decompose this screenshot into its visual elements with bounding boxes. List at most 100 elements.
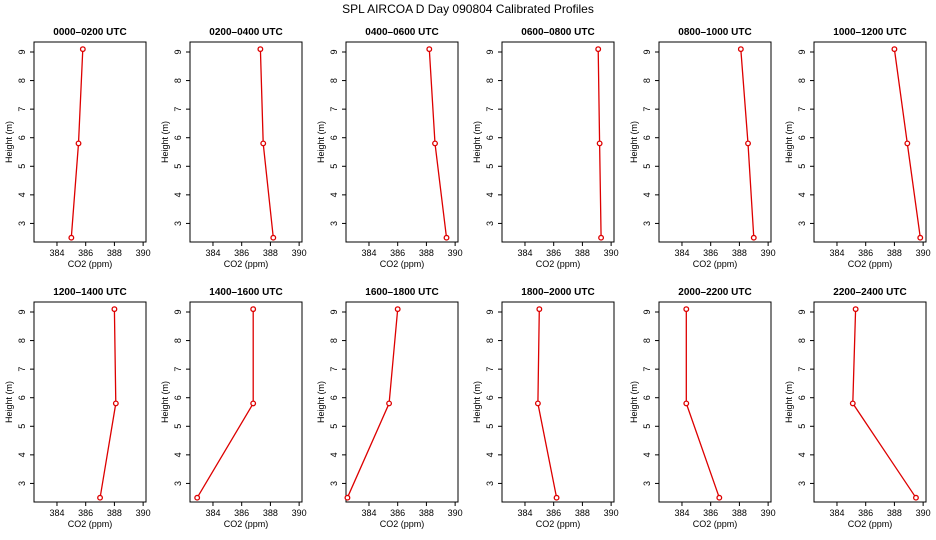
panel-title: 1400–1600 UTC [209, 287, 282, 298]
y-tick-label: 9 [17, 309, 27, 314]
x-tick-label: 384 [829, 248, 844, 258]
x-tick-label: 388 [419, 508, 434, 518]
data-point [426, 46, 433, 53]
y-tick-label: 7 [642, 367, 652, 372]
data-point [432, 140, 438, 147]
y-tick-label: 4 [173, 452, 183, 457]
x-axis-label: CO2 (ppm) [693, 259, 738, 269]
y-tick-label: 3 [642, 221, 652, 226]
data-point [912, 494, 919, 501]
x-tick-label: 386 [546, 508, 561, 518]
y-tick-label: 4 [329, 452, 339, 457]
y-tick-label: 5 [485, 424, 495, 429]
y-tick-label: 8 [173, 338, 183, 343]
y-axis-label: Height (m) [4, 121, 14, 163]
data-point [257, 46, 264, 53]
x-axis-label: CO2 (ppm) [68, 259, 113, 269]
y-tick-label: 8 [642, 338, 652, 343]
x-tick-label: 384 [517, 508, 532, 518]
y-tick-label: 3 [17, 221, 27, 226]
data-point [97, 494, 104, 501]
data-point [386, 400, 393, 407]
panel-8: 1400–1600 UTC 384 386 388 390 3 4 5 6 7 8 9 CO2 (ppm… [160, 287, 307, 529]
figure-title: SPL AIRCOA D Day 090804 Calibrated Profi… [342, 2, 594, 16]
y-tick-label: 6 [642, 135, 652, 140]
y-tick-label: 8 [485, 338, 495, 343]
x-tick-label: 386 [390, 248, 405, 258]
x-tick-label: 390 [448, 508, 463, 518]
y-tick-label: 5 [329, 164, 339, 169]
y-tick-label: 5 [485, 164, 495, 169]
x-axis-label: CO2 (ppm) [536, 519, 581, 529]
data-point [598, 234, 605, 241]
y-tick-label: 3 [329, 221, 339, 226]
y-tick-label: 5 [17, 424, 27, 429]
x-tick-label: 390 [136, 508, 151, 518]
y-axis-label: Height (m) [160, 381, 170, 423]
y-tick-label: 4 [485, 192, 495, 197]
x-tick-label: 388 [575, 508, 590, 518]
x-tick-label: 388 [887, 248, 902, 258]
panel-1: 0000–0200 UTC 384 386 388 390 3 4 5 6 7 8 9 CO2 (ppm… [4, 27, 151, 269]
y-tick-label: 8 [485, 78, 495, 83]
x-axis-label: CO2 (ppm) [224, 259, 269, 269]
y-tick-label: 7 [329, 367, 339, 372]
y-tick-label: 7 [485, 367, 495, 372]
x-tick-label: 384 [674, 508, 689, 518]
y-tick-label: 8 [173, 78, 183, 83]
x-tick-label: 388 [419, 248, 434, 258]
plot-frame [813, 301, 927, 503]
y-tick-label: 7 [642, 107, 652, 112]
y-tick-label: 4 [642, 192, 652, 197]
plot-frame [813, 41, 927, 243]
plot-frame [345, 41, 459, 243]
panel-title: 2200–2400 UTC [833, 287, 906, 298]
plot-frame [501, 41, 615, 243]
x-tick-label: 388 [263, 248, 278, 258]
x-tick-label: 390 [604, 248, 619, 258]
x-tick-label: 386 [703, 248, 718, 258]
y-tick-label: 3 [173, 481, 183, 486]
y-tick-label: 5 [173, 164, 183, 169]
x-tick-label: 388 [575, 248, 590, 258]
x-axis-label: CO2 (ppm) [380, 259, 425, 269]
y-axis-label: Height (m) [784, 121, 794, 163]
y-tick-label: 4 [485, 452, 495, 457]
x-tick-label: 388 [263, 508, 278, 518]
profile-line [685, 309, 720, 498]
panel-3: 0400–0600 UTC 384 386 388 390 3 4 5 6 7 8 9 CO2 (ppm… [316, 27, 463, 269]
y-tick-label: 5 [797, 164, 807, 169]
y-tick-label: 8 [329, 338, 339, 343]
y-tick-label: 6 [17, 395, 27, 400]
panel-title: 1800–2000 UTC [521, 287, 594, 298]
y-tick-label: 6 [797, 395, 807, 400]
data-point [683, 306, 690, 313]
y-tick-label: 4 [642, 452, 652, 457]
y-tick-label: 6 [485, 135, 495, 140]
data-point [737, 46, 744, 53]
data-point [553, 494, 560, 501]
y-axis-label: Height (m) [316, 121, 326, 163]
data-point [250, 400, 257, 407]
data-point [344, 494, 351, 501]
data-point [270, 234, 277, 241]
x-tick-label: 384 [205, 248, 220, 258]
y-tick-label: 6 [173, 135, 183, 140]
y-tick-label: 6 [485, 395, 495, 400]
y-tick-label: 8 [642, 78, 652, 83]
y-tick-label: 3 [642, 481, 652, 486]
y-tick-label: 9 [642, 309, 652, 314]
x-axis-label: CO2 (ppm) [224, 519, 269, 529]
panel-title: 0200–0400 UTC [209, 27, 282, 38]
y-tick-label: 4 [797, 452, 807, 457]
y-tick-label: 4 [797, 192, 807, 197]
y-axis-label: Height (m) [472, 121, 482, 163]
x-tick-label: 390 [604, 508, 619, 518]
y-tick-label: 9 [329, 49, 339, 54]
plot-frame [658, 41, 772, 243]
plot-frame [189, 301, 303, 503]
y-tick-label: 7 [329, 107, 339, 112]
y-tick-label: 6 [329, 395, 339, 400]
